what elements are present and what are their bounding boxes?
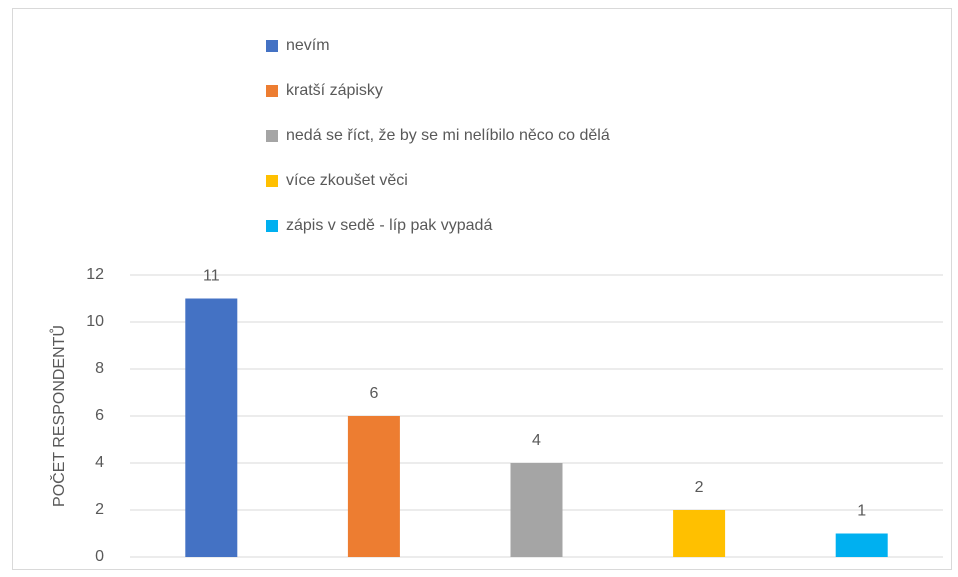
legend-swatch bbox=[266, 130, 278, 142]
y-tick-label: 2 bbox=[95, 501, 104, 518]
legend-label: nedá se říct, že by se mi nelíbilo něco … bbox=[286, 127, 610, 144]
y-tick-label: 10 bbox=[86, 313, 104, 330]
legend-label: zápis v sedě - líp pak vypadá bbox=[286, 217, 492, 234]
data-label: 4 bbox=[532, 432, 541, 449]
data-label: 11 bbox=[203, 268, 220, 285]
legend-label: kratší zápisky bbox=[286, 82, 383, 99]
legend-swatch bbox=[266, 220, 278, 232]
y-tick-label: 4 bbox=[95, 454, 104, 471]
y-tick-label: 8 bbox=[95, 360, 104, 377]
legend-swatch bbox=[266, 85, 278, 97]
legend-label: nevím bbox=[286, 37, 330, 54]
y-tick-label: 6 bbox=[95, 407, 104, 424]
bar bbox=[347, 416, 400, 557]
bar bbox=[835, 533, 888, 557]
data-label: 6 bbox=[369, 385, 378, 402]
y-axis-label: POČET RESPONDENTŮ bbox=[49, 325, 68, 507]
bar bbox=[185, 298, 238, 557]
bar bbox=[510, 463, 563, 557]
y-tick-label: 12 bbox=[86, 266, 104, 283]
legend-swatch bbox=[266, 40, 278, 52]
chart-border bbox=[12, 8, 952, 570]
data-label: 1 bbox=[857, 503, 866, 520]
bar bbox=[673, 510, 726, 557]
data-label: 2 bbox=[695, 479, 704, 496]
y-tick-label: 0 bbox=[95, 548, 104, 565]
legend-swatch bbox=[266, 175, 278, 187]
legend-label: více zkoušet věci bbox=[286, 172, 408, 189]
